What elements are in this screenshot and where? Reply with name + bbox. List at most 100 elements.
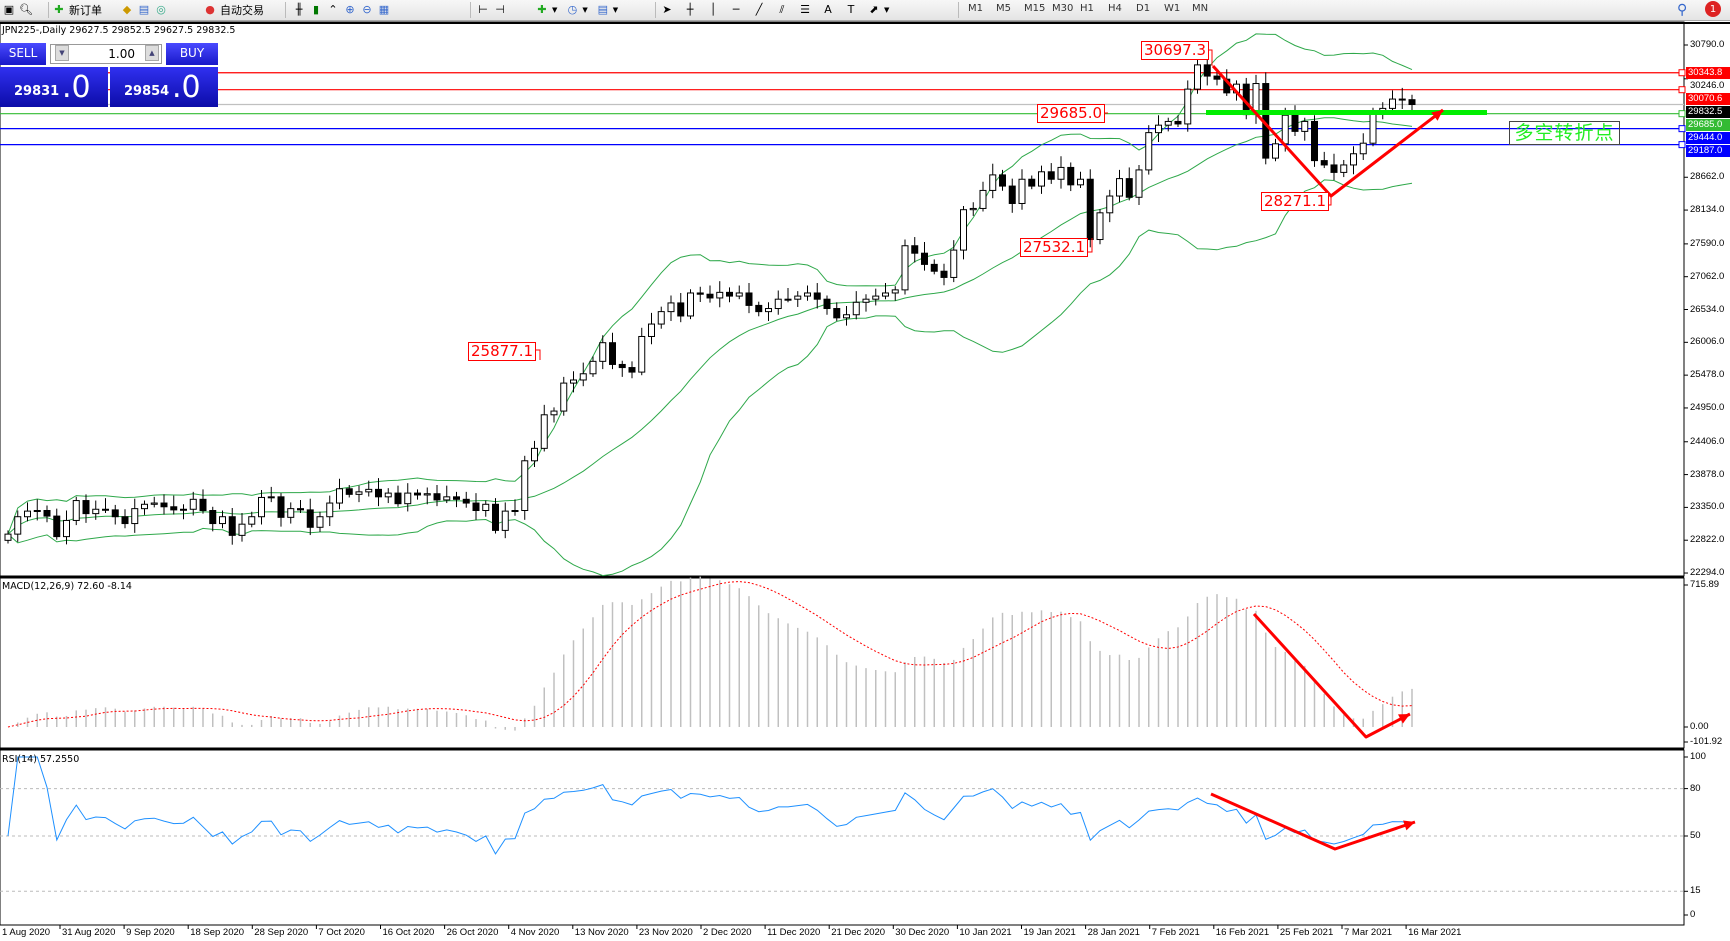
low-label[interactable]: 28271.1 xyxy=(1261,192,1330,211)
templates-icon[interactable]: ▤ xyxy=(597,3,608,16)
candle-body xyxy=(453,496,460,500)
breakout-label[interactable]: 25877.1 xyxy=(468,342,537,361)
horizontal-line-icon[interactable]: ─ xyxy=(732,3,740,16)
cursor-icon[interactable]: ➤ xyxy=(662,3,672,16)
horizontal-line-label[interactable]: 30343.8 xyxy=(1686,66,1730,79)
candle-body xyxy=(882,292,889,297)
candle-body xyxy=(696,292,704,295)
history-icon[interactable]: ◆ xyxy=(122,3,132,16)
candle-body xyxy=(1281,114,1289,145)
candle-body xyxy=(872,295,880,300)
candle xyxy=(745,283,753,314)
auto-scroll-icon[interactable]: ⊢ xyxy=(478,3,488,16)
line-chart-icon[interactable]: ⌃ xyxy=(328,3,338,16)
candle-body xyxy=(1311,120,1318,162)
candle xyxy=(969,202,977,216)
signals-icon[interactable]: ◎ xyxy=(156,3,166,16)
candle xyxy=(618,360,626,377)
chart-window[interactable] xyxy=(0,22,1730,941)
high-label[interactable]: 30697.3 xyxy=(1141,41,1210,60)
timeframe-d1[interactable]: D1 xyxy=(1136,3,1151,14)
candle xyxy=(33,499,41,521)
timeframe-w1[interactable]: W1 xyxy=(1164,3,1181,14)
candle xyxy=(443,485,451,504)
indicators-icon[interactable]: ✚ xyxy=(537,3,547,16)
periods-icon[interactable]: ◷ xyxy=(567,3,578,16)
candle-body xyxy=(862,298,870,303)
candle xyxy=(316,511,324,532)
equidistant-channel-icon[interactable]: ⫽ xyxy=(779,3,785,16)
candle-body xyxy=(1067,166,1075,186)
vertical-line-icon[interactable]: │ xyxy=(709,3,717,16)
turning-point-text[interactable]: 多空转折点 xyxy=(1509,121,1620,145)
candlestick-icon[interactable]: ▮ xyxy=(312,3,320,16)
date-label: 19 Jan 2021 xyxy=(1023,927,1076,938)
zoom-out-icon[interactable]: ⊖ xyxy=(362,3,372,16)
lot-decrease-button[interactable]: ▼ xyxy=(55,45,69,61)
candle xyxy=(735,285,743,300)
candle xyxy=(82,494,90,523)
timeframe-m30[interactable]: M30 xyxy=(1052,3,1074,14)
timeframe-m15[interactable]: M15 xyxy=(1024,3,1046,14)
support-label[interactable]: 29685.0 xyxy=(1037,104,1106,123)
date-label: 28 Jan 2021 xyxy=(1087,927,1140,938)
candle xyxy=(501,502,509,539)
timeframe-h4[interactable]: H4 xyxy=(1108,3,1122,14)
timeframe-m5[interactable]: M5 xyxy=(996,3,1011,14)
timeframe-mn[interactable]: MN xyxy=(1192,3,1209,14)
chart-shift-icon[interactable]: ⊣ xyxy=(495,3,505,16)
candle-body xyxy=(843,314,850,319)
buy-price[interactable]: 29854 .0 xyxy=(110,67,218,107)
timeframe-m1[interactable]: M1 xyxy=(968,3,983,14)
tile-windows-icon[interactable]: ▦ xyxy=(378,3,390,16)
auto-trading-button[interactable]: ● 自动交易 xyxy=(203,2,264,18)
candle xyxy=(375,478,382,507)
chart-window-icon[interactable]: ▣ xyxy=(3,3,15,16)
fibonacci-icon[interactable]: ☰ xyxy=(800,3,810,16)
horizontal-line-label[interactable]: 29832.5 xyxy=(1686,105,1730,118)
data-window-icon[interactable]: ▤ xyxy=(138,3,150,16)
new-order-button[interactable]: ✚ 新订单 xyxy=(52,2,102,18)
sell-button[interactable]: SELL xyxy=(0,43,46,65)
candle-body xyxy=(1057,166,1065,180)
notification-badge[interactable]: 1 xyxy=(1705,1,1721,17)
horizontal-line-label[interactable]: 30070.6 xyxy=(1686,92,1730,105)
bollinger-lower xyxy=(7,179,1413,577)
candle-body xyxy=(618,363,626,369)
swing-low-label[interactable]: 27532.1 xyxy=(1020,238,1089,257)
candle xyxy=(462,491,470,508)
candle-body xyxy=(570,379,577,384)
candle xyxy=(1145,125,1153,175)
text-label-icon[interactable]: T xyxy=(847,3,855,16)
zoom-in-icon[interactable]: ⊕ xyxy=(345,3,355,16)
horizontal-line-label[interactable]: 29187.0 xyxy=(1686,144,1730,157)
candle xyxy=(170,495,178,515)
candle-body xyxy=(540,414,548,449)
candle xyxy=(1164,117,1172,132)
date-label: 31 Aug 2020 xyxy=(62,927,116,938)
timeframe-h1[interactable]: H1 xyxy=(1080,3,1094,14)
lot-size-input[interactable]: 1.00 xyxy=(50,44,162,64)
lot-increase-button[interactable]: ▲ xyxy=(145,45,159,61)
candle xyxy=(111,504,119,525)
candle xyxy=(482,500,490,517)
horizontal-line-label[interactable]: 29444.0 xyxy=(1686,131,1730,144)
crosshair-icon[interactable]: ┼ xyxy=(686,3,694,16)
candle-body xyxy=(306,509,314,528)
candle-body xyxy=(199,498,207,512)
trendline-icon[interactable]: ╱ xyxy=(755,3,763,16)
panel-frame-2 xyxy=(0,749,1685,926)
date-label: 25 Feb 2021 xyxy=(1279,927,1334,938)
sell-price[interactable]: 29831 .0 xyxy=(0,67,108,107)
search-icon[interactable]: ⚲ xyxy=(1677,2,1688,18)
price-axis-label: 28134.0 xyxy=(1690,204,1725,216)
zoom-search-icon[interactable]: 🔍︎ xyxy=(19,3,33,16)
bar-chart-icon[interactable]: ╫ xyxy=(295,3,303,16)
candle-body xyxy=(180,508,187,511)
horizontal-line-label[interactable]: 29685.0 xyxy=(1686,118,1730,131)
arrows-icon[interactable]: ⬈ xyxy=(869,3,879,16)
text-icon[interactable]: A xyxy=(824,3,832,16)
bollinger-middle xyxy=(7,117,1413,535)
buy-button[interactable]: BUY xyxy=(166,43,218,65)
